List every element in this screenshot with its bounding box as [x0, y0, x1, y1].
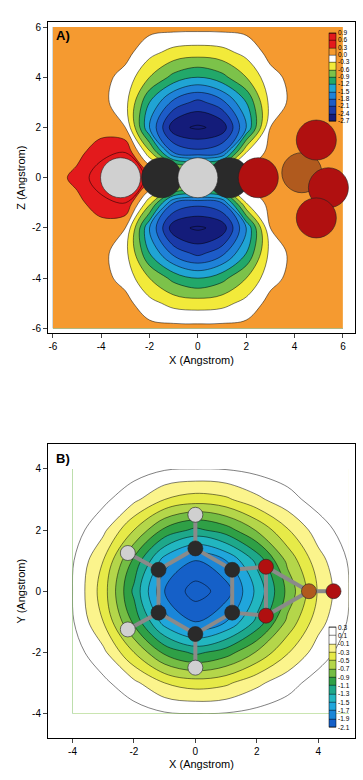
- svg-text:-0.7: -0.7: [338, 665, 350, 672]
- svg-text:0: 0: [35, 172, 41, 183]
- svg-text:4: 4: [35, 463, 41, 474]
- svg-text:0: 0: [35, 586, 41, 597]
- svg-text:0.3: 0.3: [338, 624, 347, 631]
- svg-text:6: 6: [340, 341, 346, 352]
- svg-text:-4: -4: [32, 273, 41, 284]
- svg-text:-0.5: -0.5: [338, 657, 350, 664]
- svg-text:-2.1: -2.1: [338, 724, 350, 731]
- svg-text:2: 2: [35, 122, 41, 133]
- svg-text:-0.9: -0.9: [338, 73, 350, 80]
- svg-text:4: 4: [315, 746, 321, 757]
- svg-text:X (Angstrom): X (Angstrom): [169, 758, 234, 770]
- svg-text:B): B): [56, 451, 70, 466]
- svg-text:-4: -4: [32, 708, 41, 719]
- svg-text:6: 6: [35, 22, 41, 33]
- svg-text:Y (Angstrom): Y (Angstrom): [15, 559, 27, 624]
- svg-text:-0.1: -0.1: [338, 640, 350, 647]
- svg-text:-1.2: -1.2: [338, 80, 350, 87]
- svg-text:-0.3: -0.3: [338, 58, 350, 65]
- svg-text:-4: -4: [68, 746, 77, 757]
- svg-text:-1.7: -1.7: [338, 707, 350, 714]
- svg-text:4: 4: [292, 341, 298, 352]
- svg-text:X (Angstrom): X (Angstrom): [169, 354, 234, 366]
- svg-text:-1.3: -1.3: [338, 690, 350, 697]
- svg-text:-1.9: -1.9: [338, 715, 350, 722]
- svg-text:A): A): [56, 28, 70, 43]
- svg-text:0: 0: [195, 341, 201, 352]
- svg-text:Z (Angstrom): Z (Angstrom): [15, 146, 27, 210]
- svg-text:-0.9: -0.9: [338, 674, 350, 681]
- svg-text:0.0: 0.0: [338, 51, 347, 58]
- svg-text:-2: -2: [130, 746, 139, 757]
- svg-text:-0.3: -0.3: [338, 649, 350, 656]
- svg-text:0.3: 0.3: [338, 44, 347, 51]
- svg-text:2: 2: [254, 746, 260, 757]
- svg-text:-2.7: -2.7: [338, 117, 350, 124]
- svg-text:-0.6: -0.6: [338, 66, 350, 73]
- svg-text:0: 0: [193, 746, 199, 757]
- svg-text:-2: -2: [32, 222, 41, 233]
- svg-text:-1.1: -1.1: [338, 682, 350, 689]
- svg-text:0.1: 0.1: [338, 632, 347, 639]
- svg-text:-2.4: -2.4: [338, 110, 350, 117]
- svg-text:-6: -6: [32, 323, 41, 334]
- svg-text:-1.8: -1.8: [338, 95, 350, 102]
- svg-text:-2: -2: [32, 647, 41, 658]
- svg-text:-4: -4: [97, 341, 106, 352]
- svg-text:0.9: 0.9: [338, 29, 347, 36]
- svg-text:-6: -6: [48, 341, 57, 352]
- svg-text:-1.5: -1.5: [338, 699, 350, 706]
- svg-text:-2.1: -2.1: [338, 102, 350, 109]
- svg-text:2: 2: [35, 525, 41, 536]
- svg-text:4: 4: [35, 72, 41, 83]
- svg-text:0.6: 0.6: [338, 36, 347, 43]
- svg-text:2: 2: [243, 341, 249, 352]
- svg-text:-1.5: -1.5: [338, 88, 350, 95]
- svg-text:-2: -2: [145, 341, 154, 352]
